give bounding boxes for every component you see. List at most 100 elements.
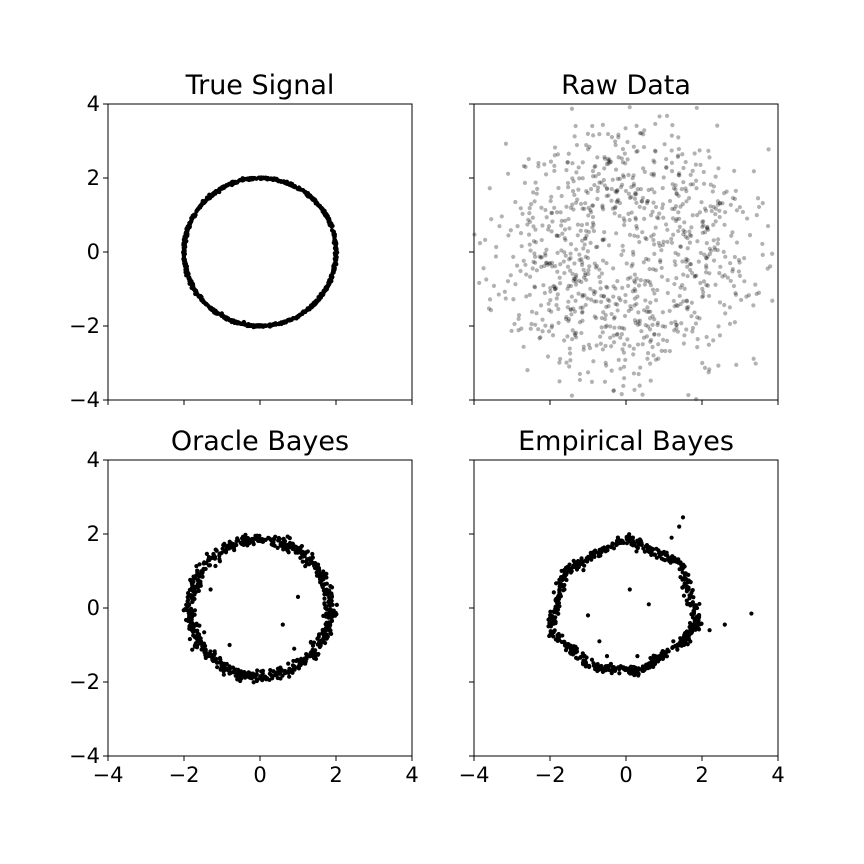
- data-point: [531, 239, 537, 244]
- data-point: [539, 237, 544, 243]
- data-point: [570, 337, 575, 342]
- data-point: [632, 196, 638, 201]
- data-point: [704, 263, 709, 268]
- data-point: [649, 234, 654, 239]
- data-point: [640, 392, 645, 397]
- data-point: [187, 223, 192, 228]
- data-point: [711, 204, 716, 210]
- data-point: [637, 321, 642, 326]
- data-point: [583, 228, 589, 234]
- data-point: [688, 580, 693, 585]
- data-point: [581, 275, 587, 280]
- data-point: [182, 236, 187, 241]
- data-point: [516, 316, 521, 321]
- data-point: [606, 304, 611, 309]
- data-point: [599, 315, 604, 321]
- data-point: [569, 393, 575, 398]
- data-point: [590, 123, 595, 129]
- data-point: [729, 233, 734, 238]
- data-point: [564, 168, 569, 173]
- y-tick-label: −2: [69, 314, 100, 338]
- data-point: [632, 272, 637, 277]
- data-point: [527, 242, 532, 247]
- data-point: [670, 206, 675, 211]
- data-point: [533, 180, 538, 185]
- data-point: [702, 230, 708, 235]
- data-point: [270, 676, 275, 681]
- data-point: [582, 293, 587, 298]
- data-point: [616, 357, 621, 363]
- data-point: [634, 192, 639, 197]
- data-point: [678, 285, 683, 290]
- data-point: [594, 263, 600, 269]
- data-point: [195, 570, 200, 575]
- data-point: [573, 279, 578, 284]
- data-point: [280, 544, 285, 549]
- data-point: [728, 261, 733, 266]
- data-point: [535, 186, 540, 191]
- data-point: [649, 552, 654, 557]
- data-point: [620, 160, 625, 165]
- data-point: [555, 292, 560, 297]
- data-point: [564, 568, 569, 573]
- data-point: [669, 148, 674, 153]
- data-point: [685, 257, 690, 263]
- data-point: [255, 668, 260, 673]
- data-point: [603, 313, 608, 318]
- data-point: [574, 247, 579, 252]
- data-point: [194, 563, 199, 569]
- data-point: [571, 179, 576, 184]
- x-tick-label: 4: [405, 763, 418, 787]
- data-point: [760, 201, 765, 206]
- data-point: [690, 329, 695, 334]
- data-point: [700, 286, 705, 291]
- data-point: [581, 344, 586, 349]
- data-point: [717, 271, 722, 276]
- data-point: [191, 574, 196, 579]
- data-point: [682, 333, 687, 338]
- data-point: [189, 217, 195, 222]
- data-point: [694, 273, 699, 278]
- data-point: [595, 185, 601, 190]
- data-point: [494, 244, 499, 250]
- data-point: [563, 237, 568, 243]
- data-point: [686, 392, 691, 398]
- data-point: [532, 285, 538, 290]
- data-point: [200, 202, 205, 207]
- data-point: [566, 641, 571, 647]
- data-point: [734, 240, 740, 245]
- data-point: [687, 229, 692, 234]
- data-point: [669, 535, 674, 540]
- data-point: [611, 388, 616, 394]
- y-tick-label: 4: [87, 92, 100, 116]
- data-point: [547, 260, 552, 266]
- data-point: [722, 302, 727, 308]
- data-point: [273, 321, 278, 326]
- data-point: [314, 573, 320, 578]
- data-point: [591, 661, 596, 666]
- data-point: [700, 219, 705, 225]
- data-point: [608, 324, 613, 329]
- data-point: [227, 664, 232, 669]
- data-point: [706, 370, 711, 375]
- y-tick-label: 0: [87, 596, 100, 620]
- data-point: [313, 301, 319, 306]
- data-point: [704, 225, 710, 230]
- data-point: [197, 641, 202, 646]
- data-point: [673, 262, 678, 268]
- data-point: [197, 574, 202, 579]
- data-point: [312, 197, 318, 202]
- data-point: [513, 199, 518, 205]
- data-point: [549, 229, 554, 234]
- data-point: [547, 261, 552, 266]
- data-point: [703, 270, 709, 275]
- data-point: [598, 341, 603, 346]
- data-point: [637, 541, 642, 546]
- data-point: [549, 260, 555, 265]
- data-point: [706, 293, 712, 299]
- data-point: [554, 233, 559, 238]
- data-point: [703, 208, 709, 213]
- data-point: [689, 314, 694, 319]
- data-point: [652, 331, 657, 337]
- data-point: [725, 275, 730, 280]
